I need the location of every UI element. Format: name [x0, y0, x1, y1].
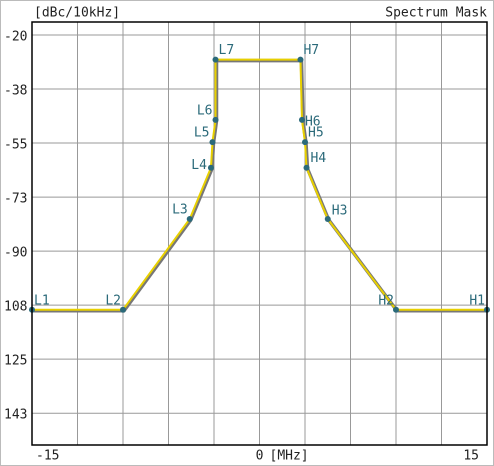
plot-border — [31, 21, 488, 446]
mask-point — [297, 56, 304, 63]
y-axis-label: [dBc/10kHz] — [34, 6, 120, 21]
chart-title: Spectrum Mask — [385, 6, 487, 21]
mask-point — [298, 116, 305, 123]
y-tick-label: 143 — [4, 408, 27, 423]
mask-point — [120, 306, 126, 313]
mask-point — [209, 139, 216, 146]
point-label: H5 — [308, 126, 324, 141]
y-tick-label: 125 — [4, 354, 27, 369]
mask-point — [207, 164, 214, 171]
x-tick-label: 0 — [256, 449, 264, 464]
mask-line — [32, 58, 487, 311]
y-tick-label: -73 — [4, 192, 27, 207]
point-label: L6 — [197, 103, 213, 118]
point-label: L7 — [219, 43, 235, 58]
mask-point — [324, 215, 331, 222]
mask-point — [212, 56, 219, 63]
point-label: H1 — [469, 293, 485, 308]
mask-point — [212, 116, 219, 123]
point-label: L2 — [105, 293, 121, 308]
x-axis-label: [MHz] — [270, 449, 309, 464]
point-label: L4 — [191, 158, 207, 173]
y-tick-label: -90 — [4, 246, 27, 261]
point-label: L1 — [34, 293, 50, 308]
point-label: H2 — [378, 293, 394, 308]
mask-point — [303, 164, 310, 171]
y-tick-label: -20 — [4, 29, 27, 44]
point-label: H4 — [311, 151, 327, 166]
point-label: H7 — [303, 43, 319, 58]
mask-point — [302, 139, 308, 146]
mask-point — [186, 215, 193, 222]
x-tick-label: -15 — [36, 449, 59, 464]
point-label: H3 — [332, 203, 348, 218]
mask-point — [393, 306, 399, 313]
x-tick-label: 15 — [463, 449, 479, 464]
point-label: L5 — [194, 126, 210, 141]
y-tick-label: -38 — [4, 84, 27, 99]
point-label: L3 — [172, 202, 188, 217]
y-tick-label: 108 — [4, 300, 27, 315]
point-label: H6 — [305, 114, 321, 129]
y-tick-label: -55 — [4, 138, 27, 153]
